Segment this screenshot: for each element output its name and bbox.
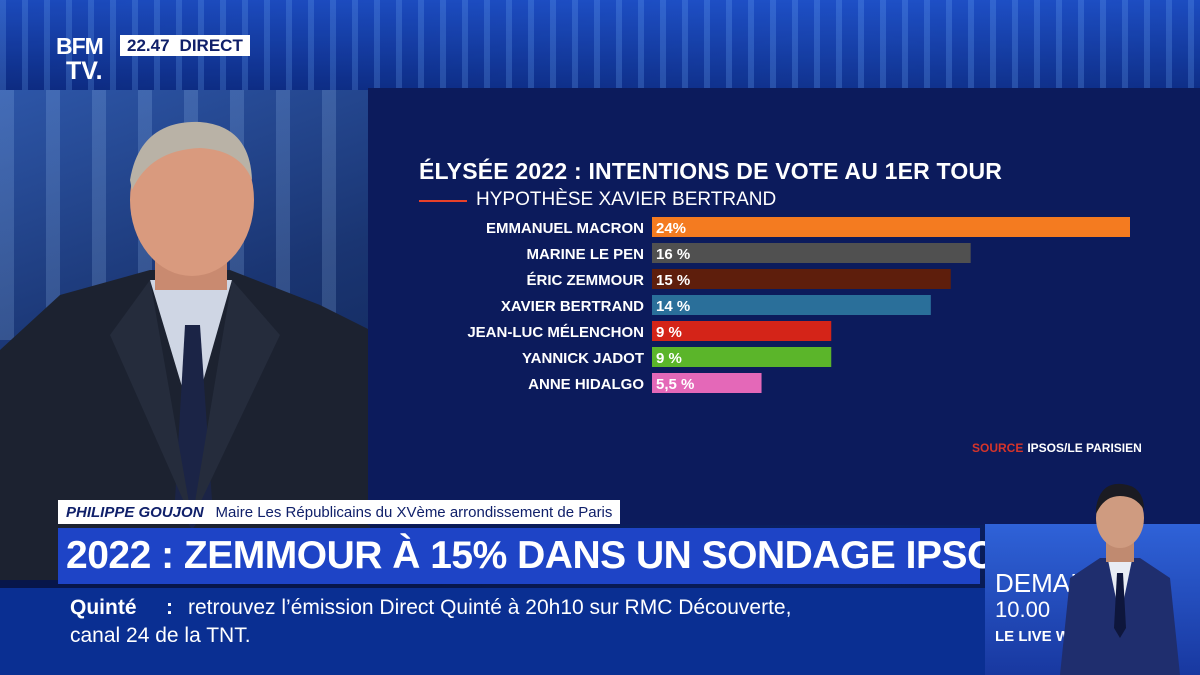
bar — [652, 243, 971, 263]
news-ticker: Quinté : retrouvez l’émission Direct Qui… — [0, 588, 985, 675]
guest-role: Maire Les Républicains du XVème arrondis… — [215, 503, 613, 521]
chart-subtitle: HYPOTHÈSE XAVIER BERTRAND — [476, 189, 777, 210]
promo-host-figure — [1060, 483, 1180, 675]
bar — [652, 295, 931, 315]
logo-line2: TV. — [66, 57, 103, 85]
category-label: ANNE HIDALGO — [528, 376, 644, 393]
value-label: 9 % — [656, 350, 682, 367]
value-label: 5,5 % — [656, 376, 694, 393]
value-label: 14 % — [656, 298, 690, 315]
live-label: DIRECT — [179, 36, 243, 55]
category-label: EMMANUEL MACRON — [486, 220, 644, 237]
chart-title: ÉLYSÉE 2022 : INTENTIONS DE VOTE AU 1ER … — [419, 158, 1003, 184]
live-clock: 22.47 DIRECT — [120, 35, 250, 56]
ticker-line1: retrouvez l’émission Direct Quinté à 20h… — [188, 596, 792, 619]
value-label: 9 % — [656, 324, 682, 341]
bar-chart: EMMANUEL MACRON 24% MARINE LE PEN 16 % ÉRIC … — [467, 217, 1130, 393]
chart-source: SOURCE IPSOS/LE PARISIEN — [972, 441, 1142, 455]
guest-name-strap: PHILIPPE GOUJON Maire Les Républicains d… — [58, 500, 621, 524]
ticker-line2: canal 24 de la TNT. — [70, 624, 251, 647]
subtitle-accent-line — [419, 200, 467, 202]
headline-text: 2022 : ZEMMOUR À 15% DANS UN SONDAGE IPS… — [66, 534, 1023, 577]
bar — [652, 373, 762, 393]
clock-time: 22.47 — [127, 36, 170, 55]
category-label: JEAN-LUC MÉLENCHON — [467, 324, 644, 341]
value-label: 16 % — [656, 246, 690, 263]
category-label: MARINE LE PEN — [526, 246, 644, 263]
source-text: IPSOS/LE PARISIEN — [1027, 441, 1142, 455]
category-label: XAVIER BERTRAND — [501, 298, 644, 315]
guest-name: PHILIPPE GOUJON — [66, 503, 204, 521]
ticker-colon: : — [166, 596, 173, 619]
channel-logo: BFM TV. — [56, 33, 116, 85]
ticker-lead: Quinté — [70, 596, 137, 619]
headline-bar: 2022 : ZEMMOUR À 15% DANS UN SONDAGE IPS… — [58, 528, 1023, 584]
promo-time: 10.00 — [995, 597, 1051, 622]
source-label: SOURCE — [972, 441, 1024, 455]
logo-line1: BFM — [56, 33, 104, 59]
category-label: ÉRIC ZEMMOUR — [527, 272, 645, 289]
bar — [652, 269, 951, 289]
value-label: 24% — [656, 220, 686, 237]
bar — [652, 347, 832, 367]
category-label: YANNICK JADOT — [522, 350, 644, 367]
bar — [652, 217, 1130, 237]
value-label: 15 % — [656, 272, 690, 289]
bar — [652, 321, 832, 341]
